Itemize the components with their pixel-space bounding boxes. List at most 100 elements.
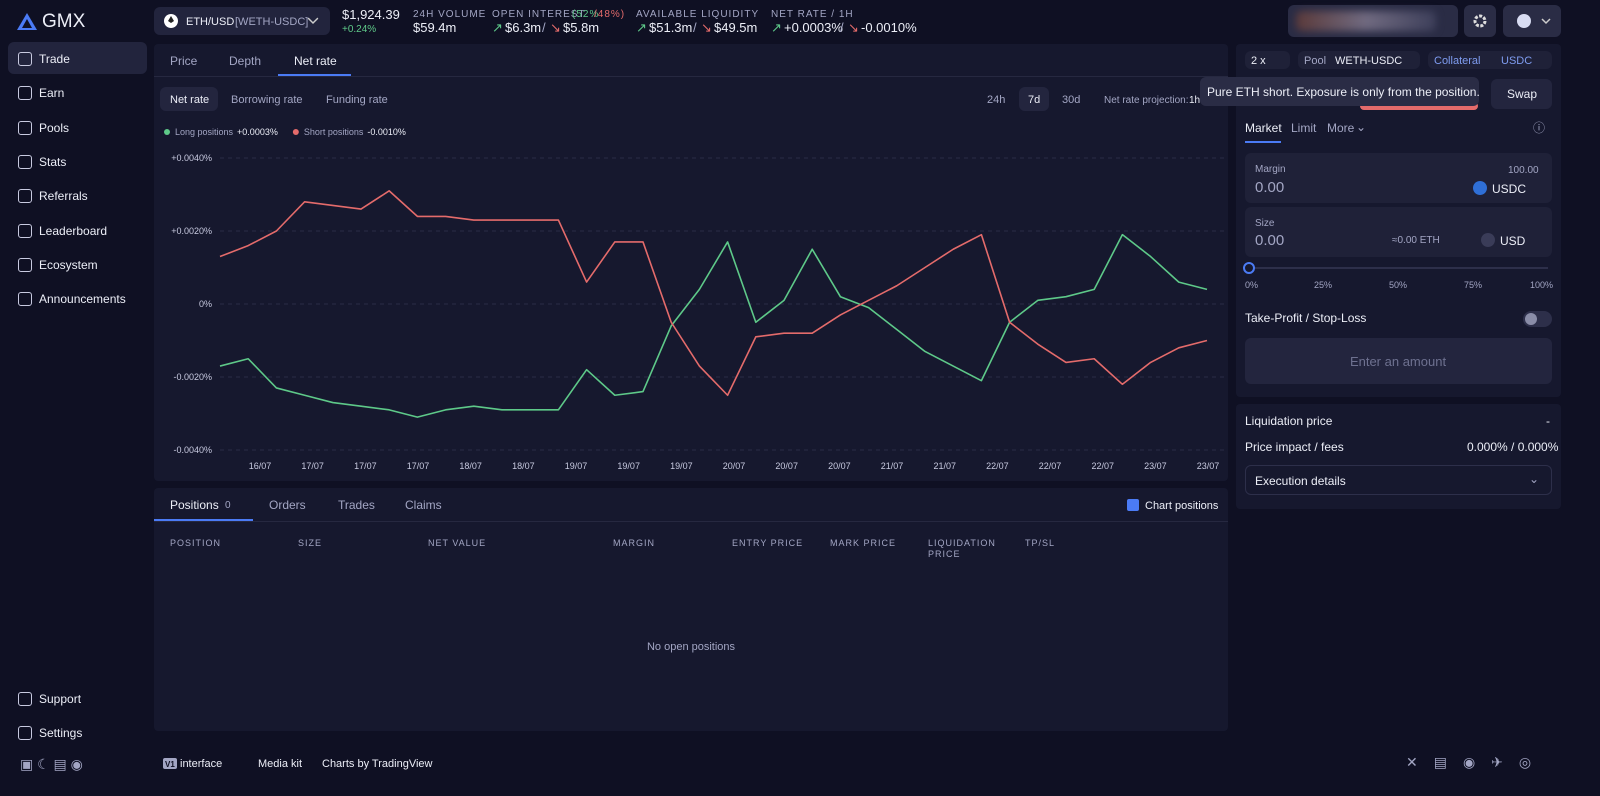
short-tab[interactable] [1360, 102, 1478, 110]
balance: 100.00 [1508, 165, 1539, 176]
order-type[interactable]: Limit [1291, 121, 1317, 135]
info-label: Price impact / fees [1245, 440, 1344, 454]
nav-item[interactable]: Support [39, 692, 82, 706]
swap-tab[interactable] [1491, 79, 1552, 109]
price-change: +0.24% [342, 24, 377, 35]
nav-item[interactable]: Pools [39, 120, 70, 135]
tab-underline [154, 519, 253, 521]
column-header: MARGIN [613, 538, 655, 548]
x-tick-label: 17/07 [301, 461, 324, 471]
chart-tab[interactable]: Depth [229, 54, 262, 68]
margin-input[interactable] [1245, 153, 1552, 203]
execution-details[interactable] [1245, 465, 1552, 495]
y-tick-label: -0.0020% [173, 372, 212, 382]
submit-button[interactable] [1245, 338, 1552, 384]
stat-value: +0.0003% [784, 20, 843, 35]
leverage: 2 x [1251, 55, 1266, 67]
period[interactable]: 24h [987, 94, 1006, 106]
nav-item[interactable]: Referrals [39, 189, 88, 204]
logo[interactable]: GMX [42, 11, 86, 32]
column-header: LIQUIDATION PRICE [928, 538, 996, 559]
legend-dot [292, 129, 299, 135]
slider-label: 25% [1314, 280, 1333, 290]
slider-label: 100% [1530, 280, 1554, 290]
positions-tab[interactable]: Orders [269, 498, 306, 512]
nav-icon [18, 120, 32, 135]
nav-icon [18, 726, 32, 741]
stat-value: $5.8m [563, 20, 600, 35]
pool-label: Pool [1304, 55, 1327, 67]
y-tick-label: +0.0020% [171, 226, 212, 236]
x-tick-label: 19/07 [670, 461, 693, 471]
slider-track[interactable] [1248, 267, 1548, 269]
active-subtab [160, 87, 218, 111]
nav-item[interactable]: Earn [39, 86, 65, 101]
info-value: 0.000% / 0.000% [1467, 440, 1559, 454]
market-selector[interactable] [154, 7, 330, 35]
y-tick-label: -0.0040% [173, 445, 212, 455]
slider-label: 0% [1245, 280, 1259, 290]
chart-positions[interactable]: Chart positions [1145, 500, 1219, 512]
nav-icon [18, 223, 32, 238]
nav-item[interactable]: Ecosystem [39, 257, 98, 272]
eth-icon [164, 14, 178, 28]
positions-tab[interactable]: Positions [170, 498, 219, 512]
x-tick-label: 23/07 [1144, 461, 1167, 471]
series-line [219, 190, 1208, 397]
network-button[interactable] [1503, 5, 1561, 37]
x-tick-label: 17/07 [354, 461, 377, 471]
stat-label: OPEN INTEREST [492, 9, 586, 20]
positions-tab[interactable]: Claims [405, 498, 442, 512]
gear-icon [1473, 14, 1487, 28]
chart-tab[interactable]: Net rate [294, 54, 337, 68]
stat-label: NET RATE / 1H [771, 9, 854, 20]
projection[interactable]: 1h [1189, 95, 1201, 106]
rate-tab[interactable]: Net rate [170, 94, 210, 106]
nav-item[interactable]: Stats [39, 154, 67, 169]
slider-handle[interactable] [1243, 262, 1255, 274]
period[interactable]: 30d [1062, 94, 1081, 106]
leverage-box[interactable] [1245, 51, 1290, 69]
size-token: USD [1500, 234, 1526, 248]
info-label: Liquidation price [1245, 414, 1333, 428]
margin-token: USDC [1492, 182, 1527, 196]
size-input[interactable] [1245, 207, 1552, 257]
footer-link[interactable]: interface [180, 758, 223, 770]
empty-state: No open positions [646, 641, 736, 653]
x-tick-label: 23/07 [1197, 461, 1220, 471]
nav-item[interactable]: Settings [39, 726, 83, 741]
logo-icon [17, 13, 37, 30]
checkbox[interactable] [1127, 499, 1139, 511]
collateral-select[interactable] [1428, 51, 1552, 69]
column-header: NET VALUE [428, 538, 487, 548]
pool: WETH-USDC [1335, 55, 1403, 67]
order-type[interactable]: More [1327, 121, 1355, 135]
collateral: USDC [1501, 55, 1533, 67]
oi-long-pct: (52% [572, 9, 600, 20]
x-tick-label: 18/07 [459, 461, 482, 471]
rate-tab[interactable]: Borrowing rate [231, 94, 303, 106]
submit: Enter an amount [1349, 354, 1447, 369]
footer-link[interactable]: Media kit [258, 758, 303, 770]
chart-tab[interactable]: Price [170, 54, 198, 68]
nav-item[interactable]: Leaderboard [39, 223, 108, 238]
period[interactable]: 7d [1028, 94, 1041, 106]
rate-tab[interactable]: Funding rate [326, 94, 388, 106]
nav-item[interactable]: Trade [39, 52, 70, 66]
legend-value: -0.0010% [367, 127, 406, 137]
market: ETH/USD [186, 16, 235, 28]
order-type[interactable]: Market [1245, 121, 1282, 135]
info-value: - [1546, 414, 1550, 428]
positions-tab[interactable]: Trades [338, 498, 375, 512]
projection-label: Net rate projection: [1104, 95, 1189, 106]
nav-icon [18, 292, 32, 307]
stat-value: $59.4m [413, 20, 457, 35]
usd-icon [1481, 233, 1495, 247]
settings-button[interactable] [1464, 5, 1496, 37]
positions-count: 0 [225, 500, 231, 511]
footer-link[interactable]: Charts by TradingView [322, 758, 433, 770]
column-header: POSITION [170, 538, 222, 548]
nav-item[interactable]: Announcements [39, 292, 126, 307]
pool-select[interactable] [1298, 51, 1420, 69]
stat-value: -0.0010% [861, 20, 917, 35]
